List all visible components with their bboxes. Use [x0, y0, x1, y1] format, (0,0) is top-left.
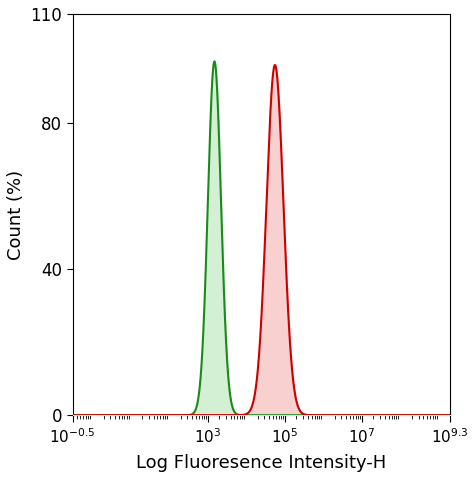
X-axis label: Log Fluoresence Intensity-H: Log Fluoresence Intensity-H: [136, 454, 387, 472]
Y-axis label: Count (%): Count (%): [7, 170, 25, 260]
